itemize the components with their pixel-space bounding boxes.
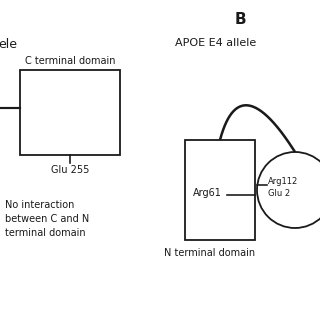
Text: Arg61: Arg61 — [193, 188, 222, 198]
Bar — [185, 140, 255, 240]
Text: Glu 255: Glu 255 — [51, 165, 89, 175]
Text: ele: ele — [0, 38, 17, 51]
Text: N terminal domain: N terminal domain — [164, 248, 256, 258]
Text: B: B — [234, 12, 246, 27]
Text: Glu 2: Glu 2 — [268, 188, 290, 197]
Bar — [20, 70, 120, 155]
Circle shape — [257, 152, 320, 228]
Text: APOE E4 allele: APOE E4 allele — [175, 38, 256, 48]
Text: No interaction
between C and N
terminal domain: No interaction between C and N terminal … — [5, 200, 89, 238]
Text: C terminal domain: C terminal domain — [25, 56, 115, 66]
Text: Arg112: Arg112 — [268, 177, 298, 186]
